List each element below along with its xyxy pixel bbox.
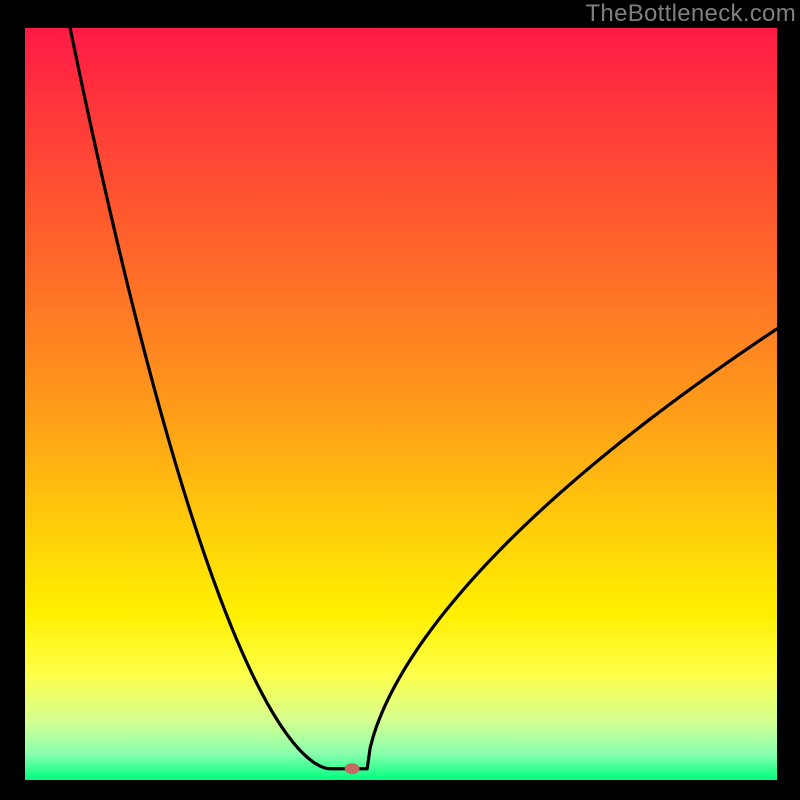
optimal-point-marker <box>345 764 359 774</box>
watermark-text: TheBottleneck.com <box>585 0 796 28</box>
gradient-background <box>25 28 777 780</box>
plot-area <box>25 28 777 780</box>
chart-frame: TheBottleneck.com <box>0 0 800 800</box>
bottleneck-chart-svg <box>25 28 777 780</box>
